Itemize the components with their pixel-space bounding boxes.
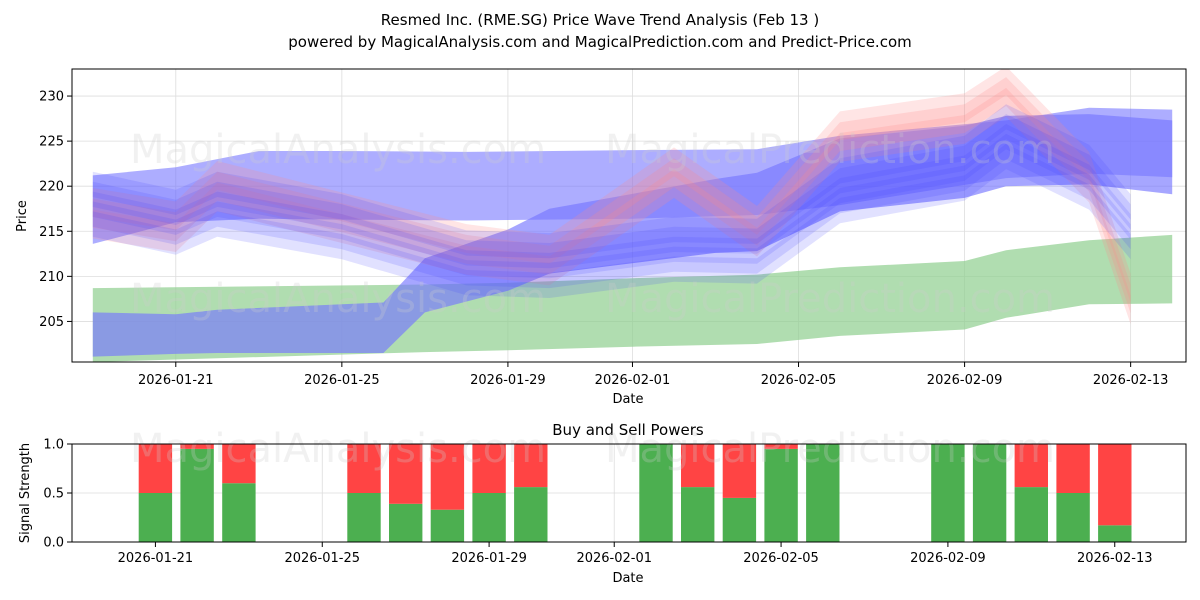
price-y-axis-label: Price	[15, 200, 30, 232]
sell-bar	[1014, 444, 1048, 488]
watermark-prediction-top: MagicalPrediction.com	[605, 127, 1055, 173]
price-ytick-label: 215	[39, 225, 64, 240]
price-bands	[92, 69, 1173, 362]
sell-bar	[430, 444, 465, 510]
blue-wave-ribbon	[92, 133, 1131, 289]
buy-bar	[972, 444, 1007, 542]
buy-bar	[931, 444, 965, 542]
price-xtick-label: 2026-02-05	[761, 373, 837, 388]
price-xtick-label: 2026-02-09	[927, 373, 1003, 388]
price-ytick-label: 225	[39, 135, 64, 150]
sell-bar	[472, 444, 506, 493]
signal-xtick-label: 2026-02-05	[743, 551, 819, 566]
sell-bar	[138, 444, 173, 493]
price-xtick-label: 2026-01-21	[138, 373, 214, 388]
signal-xtick-label: 2026-01-21	[118, 551, 194, 566]
buy-bar	[764, 448, 798, 542]
sell-bar	[722, 444, 757, 498]
price-ytick-label: 205	[39, 315, 64, 330]
sell-bar	[1098, 444, 1132, 526]
sell-bar	[514, 444, 548, 488]
price-x-axis-label: Date	[612, 392, 643, 407]
price-wave-chart: MagicalAnalysis.com MagicalPrediction.co…	[15, 68, 1187, 407]
watermark-prediction-bottom: MagicalPrediction.com	[605, 426, 1055, 472]
signal-x-axis-label: Date	[612, 571, 643, 586]
buy-bar	[222, 483, 256, 542]
buy-bar	[389, 503, 423, 542]
price-plot-frame	[71, 68, 1187, 363]
signal-y-axis-label: Signal Strength	[18, 443, 33, 543]
signal-xtick-label: 2026-01-29	[451, 551, 527, 566]
signal-xtick-label: 2026-02-09	[910, 551, 986, 566]
sell-bar	[389, 444, 423, 504]
watermark-analysis-mid: MagicalAnalysis.com	[130, 276, 546, 322]
pink-forecast-ribbon	[92, 69, 1131, 303]
price-ytick-label: 220	[39, 180, 64, 195]
watermark-prediction-mid: MagicalPrediction.com	[605, 276, 1055, 322]
signal-x-axis: 2026-01-21 2026-01-25 2026-01-29 2026-02-01…	[118, 542, 1153, 566]
signal-bars	[138, 444, 1132, 542]
buy-bar	[806, 444, 840, 542]
sell-bar	[764, 444, 798, 449]
price-ytick-label: 210	[39, 270, 64, 285]
price-xtick-label: 2026-02-13	[1093, 373, 1169, 388]
signal-ytick-label: 0.0	[43, 536, 64, 551]
signal-xtick-label: 2026-01-25	[284, 551, 360, 566]
buy-bar	[1014, 487, 1048, 542]
pink-forecast-ribbon	[92, 87, 1131, 325]
price-y-axis: 205 210 215 220 225 230	[39, 90, 72, 330]
price-xtick-label: 2026-02-01	[595, 373, 671, 388]
signal-xtick-label: 2026-02-13	[1077, 551, 1153, 566]
buy-bar	[138, 493, 173, 542]
signal-y-axis: 0.0 0.5 1.0	[43, 438, 72, 551]
price-xtick-label: 2026-01-29	[470, 373, 546, 388]
sell-bar	[222, 444, 256, 484]
blue-wave-ribbon	[92, 104, 1131, 259]
sell-bar	[180, 444, 214, 449]
chart-title: Resmed Inc. (RME.SG) Price Wave Trend An…	[381, 11, 819, 29]
buy-bar	[1056, 493, 1090, 542]
blue-wave-ribbon	[92, 143, 1131, 298]
buy-bar	[1098, 525, 1132, 542]
blue-wave-ribbon	[92, 114, 1131, 269]
sell-bar	[681, 444, 715, 488]
buy-bar	[180, 448, 214, 542]
buy-sell-chart: Buy and Sell Powers MagicalAnalysis.com …	[18, 421, 1187, 586]
price-xtick-label: 2026-01-25	[304, 373, 380, 388]
price-watermarks: MagicalAnalysis.com MagicalPrediction.co…	[130, 127, 1055, 322]
buy-bar	[472, 493, 506, 542]
signal-ytick-label: 1.0	[43, 438, 64, 453]
watermark-analysis-bottom: MagicalAnalysis.com	[130, 426, 546, 472]
price-x-axis: 2026-01-21 2026-01-25 2026-01-29 2026-02-01…	[138, 362, 1168, 388]
sell-bar	[1056, 444, 1090, 493]
buy-bar	[722, 497, 757, 542]
signal-xtick-label: 2026-02-01	[576, 551, 652, 566]
blue-lower-band	[92, 114, 1173, 357]
signal-ytick-label: 0.5	[43, 487, 64, 502]
buy-bar	[430, 509, 465, 542]
sell-bar	[347, 444, 381, 493]
price-ytick-label: 230	[39, 90, 64, 105]
blue-wave-ribbon	[92, 124, 1131, 279]
watermark-analysis-top: MagicalAnalysis.com	[130, 127, 546, 173]
buy-bar	[639, 444, 673, 542]
buy-bar	[514, 487, 548, 542]
chart-subtitle: powered by MagicalAnalysis.com and Magic…	[288, 33, 912, 51]
buy-bar	[681, 487, 715, 542]
pink-forecast-ribbon	[92, 77, 1131, 314]
buy-sell-title: Buy and Sell Powers	[552, 421, 704, 439]
signal-watermarks: MagicalAnalysis.com MagicalPrediction.co…	[130, 426, 1055, 472]
buy-bar	[347, 493, 381, 542]
